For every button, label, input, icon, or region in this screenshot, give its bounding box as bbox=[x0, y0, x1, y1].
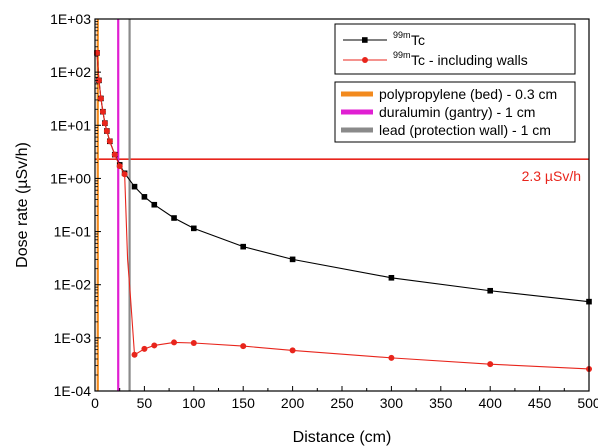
data-point-square bbox=[289, 256, 296, 263]
x-tick-label: 400 bbox=[479, 395, 503, 411]
x-tick-label: 50 bbox=[137, 395, 153, 411]
data-point-circle bbox=[95, 77, 102, 84]
data-point-circle bbox=[99, 108, 106, 115]
data-point-circle bbox=[171, 339, 178, 346]
data-point-square bbox=[240, 243, 246, 250]
data-point-square bbox=[487, 287, 493, 294]
plot-frame bbox=[94, 18, 590, 392]
data-point-circle bbox=[289, 347, 296, 354]
legend-material-swatch bbox=[341, 91, 373, 97]
y-tick-label: 1E-03 bbox=[54, 330, 92, 346]
x-tick-label: 350 bbox=[429, 395, 453, 411]
x-tick-label: 300 bbox=[380, 395, 404, 411]
materials-legend-box bbox=[334, 81, 576, 143]
legend-material-label: polypropylene (bed) - 0.3 cm bbox=[379, 86, 557, 102]
data-point-square bbox=[171, 215, 177, 221]
data-point-circle bbox=[151, 342, 158, 349]
data-point-circle bbox=[111, 151, 118, 158]
data-point-circle bbox=[487, 361, 494, 368]
data-point-circle bbox=[240, 343, 247, 350]
x-tick-label: 450 bbox=[528, 395, 552, 411]
y-axis-title: Dose rate (µSv/h) bbox=[14, 142, 31, 268]
x-tick-label: 150 bbox=[232, 395, 256, 411]
data-point-square bbox=[131, 183, 138, 190]
data-point-circle bbox=[116, 163, 123, 170]
series-line-1 bbox=[96, 52, 590, 370]
legend-swatch-marker bbox=[362, 37, 368, 43]
data-point-square bbox=[141, 194, 148, 200]
legend-swatch-marker bbox=[362, 57, 368, 63]
x-tick-label: 100 bbox=[182, 395, 206, 411]
data-point-circle bbox=[97, 95, 104, 102]
axes: 0 50 100 150 200 250 300 350 400 450 500 1E-04 1E-03… bbox=[50, 11, 598, 411]
x-tick-label: 0 bbox=[91, 395, 99, 411]
data-point-circle bbox=[131, 351, 138, 358]
data-point-circle bbox=[106, 138, 113, 145]
data-point-square bbox=[388, 274, 395, 281]
y-tick-label: 1E+00 bbox=[50, 170, 91, 186]
legend-series-isotope: 99m bbox=[393, 50, 411, 60]
data-point-square bbox=[191, 225, 197, 232]
y-tick-label: 1E-02 bbox=[54, 277, 92, 293]
legend-material-swatch bbox=[341, 109, 373, 115]
data-point-circle bbox=[190, 340, 197, 347]
y-tick-label: 1E+01 bbox=[50, 117, 91, 133]
x-axis-title: Distance (cm) bbox=[293, 429, 392, 446]
materials-legend: polypropylene (bed) - 0.3 cm duralumin (g… bbox=[334, 81, 576, 143]
legend-series-label: Tc bbox=[411, 32, 425, 48]
data-point-circle bbox=[388, 354, 395, 361]
reference-lines bbox=[95, 19, 589, 391]
legend-material-label: lead (protection wall) - 1 cm bbox=[379, 122, 551, 138]
data-point-square bbox=[151, 201, 158, 208]
y-tick-label: 1E+02 bbox=[50, 64, 91, 80]
y-tick-label: 1E-04 bbox=[54, 383, 92, 399]
x-tick-label: 200 bbox=[281, 395, 305, 411]
data-point-circle bbox=[141, 345, 148, 352]
y-tick-label: 1E-01 bbox=[54, 224, 92, 240]
data-point-circle bbox=[101, 120, 108, 127]
x-tick-label: 500 bbox=[577, 395, 598, 411]
legend-series-isotope: 99m bbox=[393, 30, 411, 40]
legend-series-label: Tc - including walls bbox=[411, 52, 528, 68]
data-point-circle bbox=[121, 171, 128, 178]
legend-material-swatch bbox=[341, 127, 373, 133]
data-point-circle bbox=[103, 128, 110, 135]
y-tick-label: 1E+03 bbox=[50, 11, 91, 27]
legend-material-label: duralumin (gantry) - 1 cm bbox=[379, 104, 535, 120]
x-tick-label: 250 bbox=[330, 395, 354, 411]
series-layer bbox=[93, 49, 592, 372]
threshold-label: 2.3 µSv/h bbox=[522, 168, 581, 184]
series-legend-box bbox=[334, 23, 576, 75]
